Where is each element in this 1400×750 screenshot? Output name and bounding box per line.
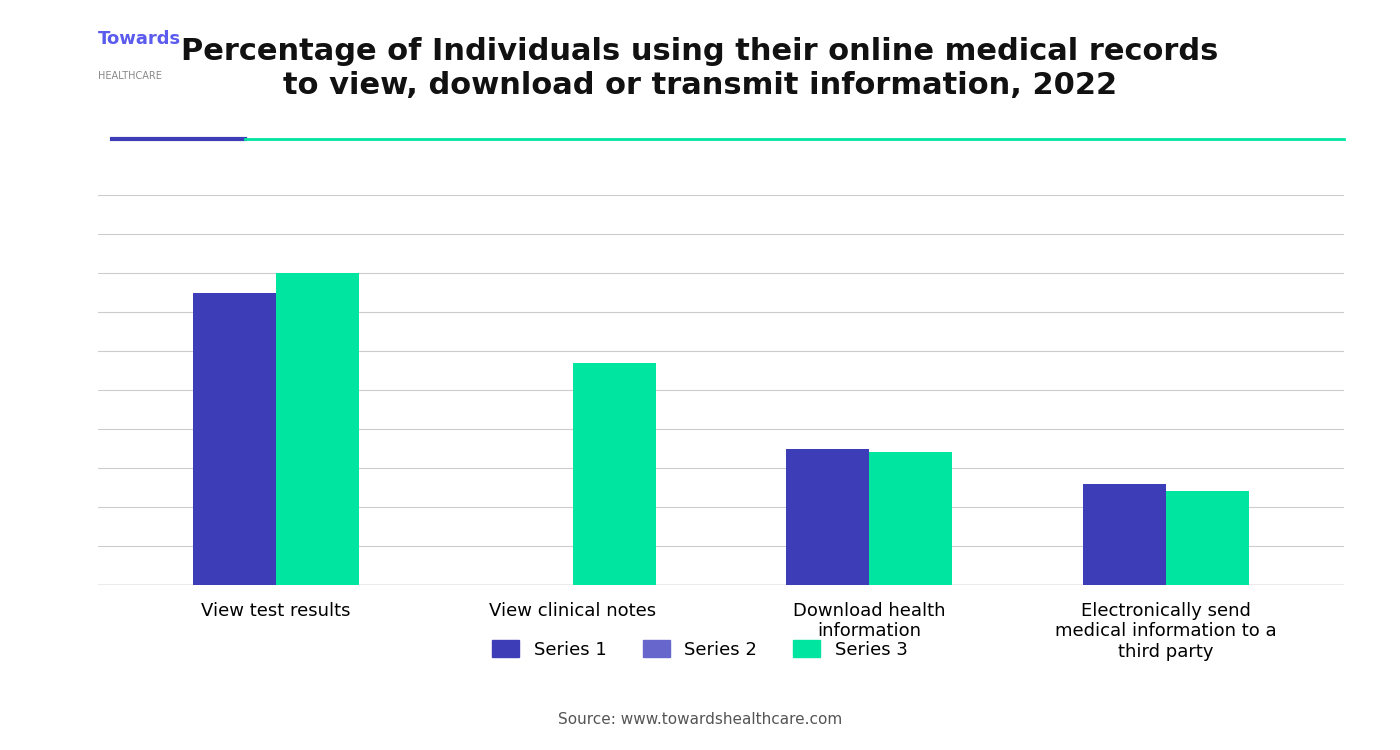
Bar <box>276 273 358 585</box>
Text: HEALTHCARE: HEALTHCARE <box>98 71 162 81</box>
Bar <box>1166 491 1249 585</box>
Bar <box>1084 484 1166 585</box>
Bar <box>193 292 276 585</box>
Bar <box>869 452 952 585</box>
Bar <box>573 363 655 585</box>
Text: Percentage of Individuals using their online medical records
to view, download o: Percentage of Individuals using their on… <box>182 38 1218 100</box>
Text: Towards: Towards <box>98 30 181 48</box>
Text: Source: www.towardshealthcare.com: Source: www.towardshealthcare.com <box>557 712 843 728</box>
Legend: Series 1, Series 2, Series 3: Series 1, Series 2, Series 3 <box>486 633 914 666</box>
Bar <box>787 448 869 585</box>
